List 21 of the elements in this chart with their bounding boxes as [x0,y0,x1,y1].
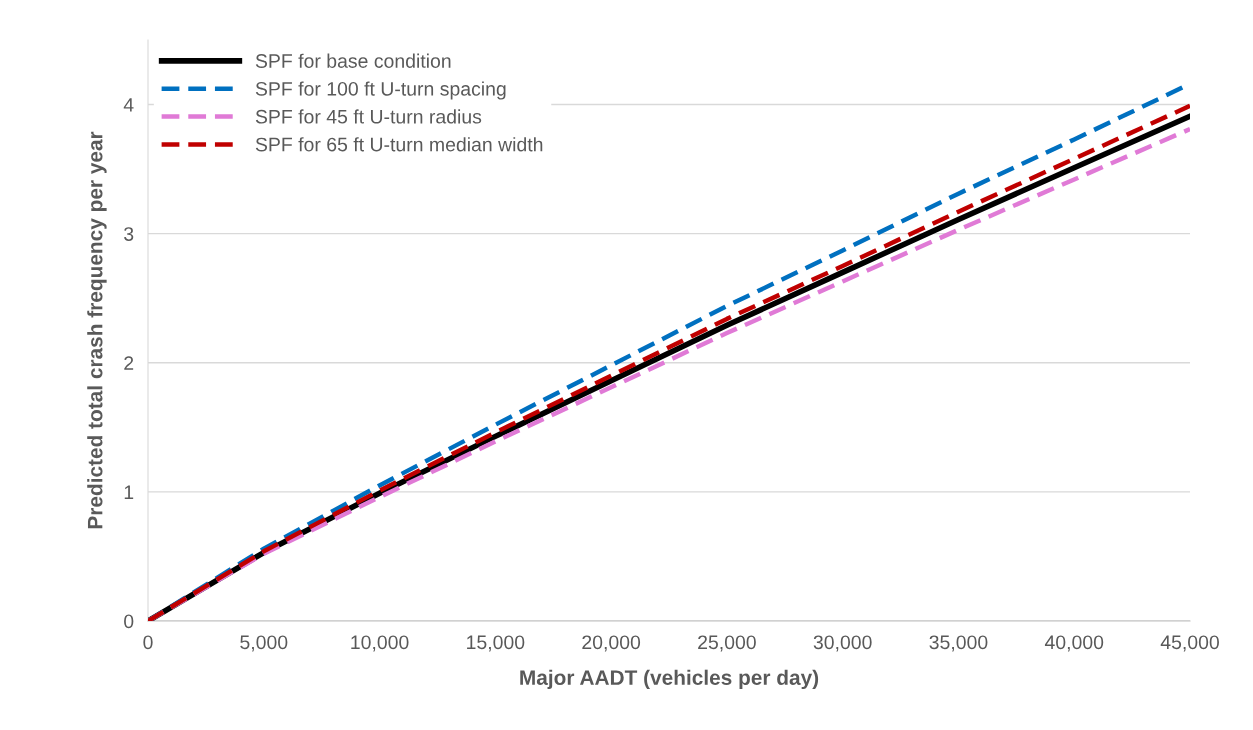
legend-label: SPF for 100 ft U-turn spacing [255,81,506,100]
y-axis-title: Predicted total crash frequency per year [87,131,107,529]
legend-label: SPF for 65 ft U-turn median width [255,137,543,152]
y-tick-label: 3 [124,227,134,241]
x-tick-label: 15,000 [467,635,525,652]
x-tick-label: 0 [143,635,153,650]
x-tick-label: 30,000 [813,635,872,652]
x-tick-label: 40,000 [1044,635,1104,652]
y-tick-label: 0 [124,614,134,629]
y-tick-label: 2 [124,356,134,370]
x-tick-label: 20,000 [582,635,641,652]
x-tick-label: 45,000 [1160,635,1219,652]
y-tick-label: 4 [123,98,134,112]
x-tick-label: 5,000 [240,635,288,652]
legend-label: SPF for 45 ft U-turn radius [255,109,482,124]
x-axis-title: Major AADT (vehicles per day) [520,669,819,690]
x-tick-label: 25,000 [698,635,756,652]
legend-label: SPF for base condition [255,53,451,68]
x-tick-label: 35,000 [929,635,988,652]
x-tick-label: 10,000 [351,635,409,652]
y-tick-label: 1 [124,485,134,499]
